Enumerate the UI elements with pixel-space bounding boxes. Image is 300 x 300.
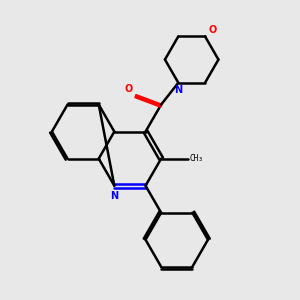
Text: N: N <box>174 85 182 95</box>
Text: N: N <box>110 191 118 201</box>
Text: O: O <box>124 84 133 94</box>
Text: CH₃: CH₃ <box>189 154 203 163</box>
Text: O: O <box>208 25 217 35</box>
